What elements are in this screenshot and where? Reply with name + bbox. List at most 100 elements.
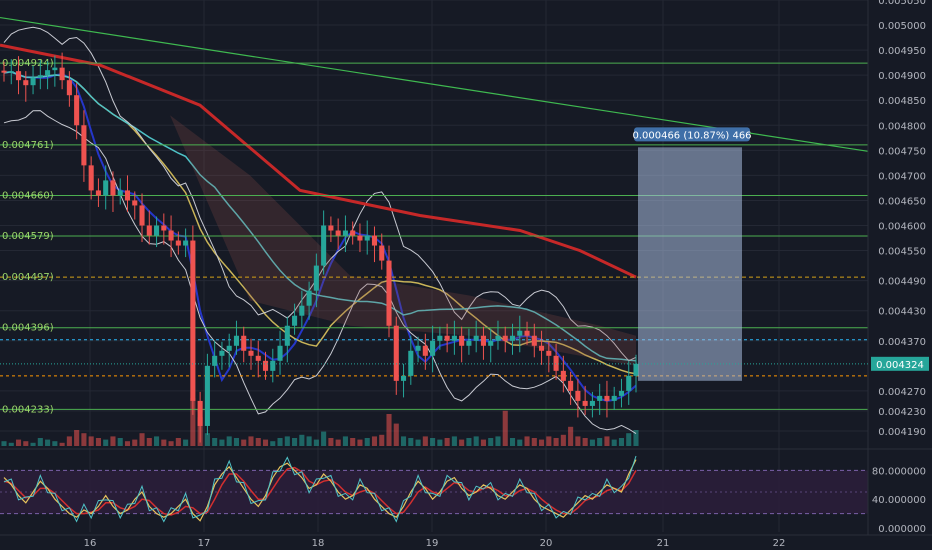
volume-bar bbox=[204, 433, 210, 446]
volume-bar bbox=[66, 436, 72, 446]
candle-body bbox=[633, 363, 639, 376]
volume-bar bbox=[299, 434, 305, 446]
y-tick-label: 0.005000 bbox=[878, 21, 926, 32]
volume-bar bbox=[379, 434, 385, 446]
candle-body bbox=[618, 390, 625, 396]
volume-bar bbox=[183, 439, 189, 446]
candle-body bbox=[328, 225, 334, 231]
candle-body bbox=[568, 380, 574, 391]
volume-bar bbox=[15, 439, 22, 446]
volume-bar bbox=[633, 430, 639, 446]
volume-bar bbox=[212, 438, 218, 446]
candle-body bbox=[400, 375, 407, 381]
y-tick-label: 0.004900 bbox=[878, 71, 926, 82]
osc-tick-label: 80.000000 bbox=[872, 466, 926, 477]
candle-body bbox=[299, 305, 305, 316]
candle-body bbox=[8, 71, 14, 73]
candles bbox=[1, 52, 639, 443]
candle-body bbox=[488, 340, 494, 346]
x-tick-label: 22 bbox=[773, 538, 786, 549]
y-tick-label: 0.004370 bbox=[878, 337, 926, 348]
x-tick-label: 19 bbox=[426, 538, 439, 549]
candle-body bbox=[459, 335, 465, 346]
candle-body bbox=[539, 345, 545, 351]
candle-body bbox=[393, 325, 399, 381]
volume-bar bbox=[495, 436, 501, 446]
y-tick-label: 0.004490 bbox=[878, 277, 926, 288]
y-tick-label: 0.004950 bbox=[878, 46, 926, 57]
volume-bar bbox=[451, 436, 457, 446]
candle-body bbox=[277, 345, 283, 361]
candle-body bbox=[110, 180, 116, 196]
measure-label: 0.000466 (10.87%) 466 bbox=[632, 130, 751, 141]
volume-bar bbox=[437, 439, 443, 446]
indicator-lines bbox=[0, 16, 869, 435]
candle-body bbox=[219, 350, 225, 356]
volume-bar bbox=[255, 438, 261, 446]
volume-bar bbox=[357, 439, 363, 446]
candle-body bbox=[23, 80, 29, 86]
volume-bar bbox=[328, 438, 334, 446]
volume-bar bbox=[103, 439, 109, 446]
volume-bar bbox=[8, 442, 14, 446]
fib-level-label: 0.004233) bbox=[2, 404, 54, 415]
candle-body bbox=[335, 230, 341, 236]
volume-bar bbox=[306, 436, 312, 446]
volume-bar bbox=[575, 436, 581, 446]
candle-body bbox=[517, 330, 523, 336]
volume-bar bbox=[626, 433, 632, 446]
fib-level-label: 0.004761) bbox=[2, 140, 54, 151]
volume-bar bbox=[95, 438, 101, 446]
osc-tick-label: 0.000000 bbox=[878, 524, 926, 535]
volume-bars bbox=[1, 398, 639, 446]
candle-body bbox=[15, 71, 22, 81]
candle-body bbox=[74, 95, 80, 126]
candle-body bbox=[495, 335, 501, 341]
volume-bar bbox=[30, 442, 36, 446]
volume-bar bbox=[81, 433, 87, 446]
y-tick-label: 0.004700 bbox=[878, 171, 926, 182]
volume-bar bbox=[292, 438, 298, 446]
candle-body bbox=[30, 77, 36, 86]
bollinger-upper-line bbox=[3, 26, 637, 362]
x-tick-label: 18 bbox=[312, 538, 325, 549]
volume-bar bbox=[589, 439, 595, 446]
volume-bar bbox=[459, 439, 465, 446]
volume-bar bbox=[154, 436, 160, 446]
y-tick-label: 0.004190 bbox=[878, 427, 926, 438]
candle-body bbox=[81, 125, 87, 166]
candle-body bbox=[611, 395, 617, 401]
candle-body bbox=[248, 350, 254, 356]
candle-body bbox=[117, 190, 123, 196]
candle-body bbox=[197, 400, 203, 426]
fib-level-label: 0.004497) bbox=[2, 272, 54, 283]
measure-range-box bbox=[638, 147, 742, 381]
y-tick-label: 0.004750 bbox=[878, 146, 926, 157]
candle-body bbox=[342, 230, 348, 236]
volume-bar bbox=[524, 436, 530, 446]
candle-body bbox=[132, 200, 138, 206]
candle-body bbox=[597, 395, 603, 401]
candle-body bbox=[575, 390, 581, 401]
volume-bar bbox=[568, 426, 574, 446]
volume-bar bbox=[132, 439, 138, 446]
candle-body bbox=[626, 375, 632, 391]
candle-body bbox=[560, 370, 566, 381]
volume-bar bbox=[219, 439, 225, 446]
candle-body bbox=[408, 350, 414, 376]
volume-bar bbox=[611, 439, 617, 446]
volume-bar bbox=[74, 430, 80, 446]
volume-bar bbox=[59, 442, 65, 446]
measure-tool[interactable]: 0.000466 (10.87%) 466 bbox=[632, 127, 752, 381]
candle-body bbox=[313, 265, 319, 291]
stoch-rsi-lines bbox=[3, 455, 637, 523]
y-tick-label: 0.004270 bbox=[878, 387, 926, 398]
volume-bar bbox=[284, 436, 290, 446]
candle-body bbox=[241, 335, 247, 351]
volume-bar bbox=[262, 439, 269, 446]
volume-bar bbox=[422, 436, 428, 446]
volume-bar bbox=[371, 436, 378, 446]
price-axis: 0.005050 0.005000 0.004950 0.004900 0.004850… bbox=[0, 0, 932, 536]
volume-bar bbox=[248, 436, 254, 446]
volume-bar bbox=[342, 436, 348, 446]
